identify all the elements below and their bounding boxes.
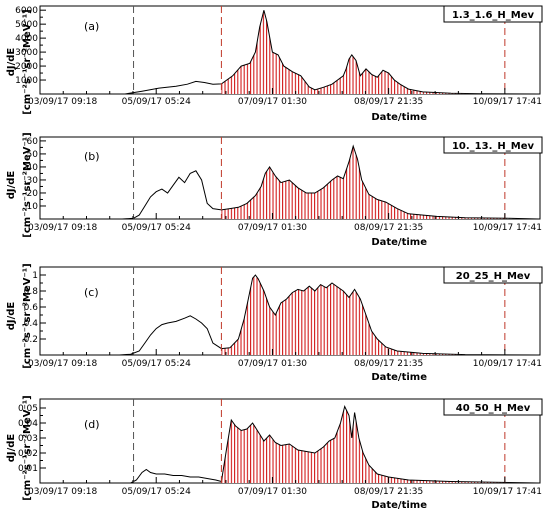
panel-d-ytick-label-2: 0.02: [18, 449, 38, 459]
panel-a-ytick-label-6: 6000: [15, 6, 38, 16]
panel-b-yunit: [cm⁻²s⁻¹sr⁻²MeV⁻¹]: [22, 132, 33, 237]
panel-b: dJ/dE [cm⁻²s⁻¹sr⁻²MeV⁻¹] 10 20 30 40 50 60 03/…: [6, 132, 543, 248]
panel-c-xtick-label-1: 03/09/17 09:18: [28, 359, 97, 369]
panel-a: dJ/dE [cm⁻²s⁻¹sr⁻²MeV⁻¹] 1000 2000 3000 400…: [6, 5, 543, 123]
panel-d-xtick-label-2: 05/09/17 05:24: [122, 487, 191, 497]
panel-a-xtick-label-5: 10/09/17 17:41: [473, 97, 542, 107]
panel-a-title-box: [443, 5, 543, 23]
panel-a-plot: 1000 2000 3000 4000 5000 6000 03/09/17 09:18 05…: [15, 5, 542, 107]
panel-a-title: 1.3_1.6_H_Mev: [452, 10, 535, 21]
panel-d-title: 40_50_H_Mev: [456, 403, 531, 414]
panel-b-title: 10._13._H_Mev: [452, 141, 535, 152]
panel-d-ytick-label-5: 0.05: [18, 404, 38, 414]
panel-b-xtick-label-2: 05/09/17 05:24: [122, 223, 191, 233]
panel-d-series-line: [40, 405, 539, 483]
panel-a-ylabel: dJ/dE: [6, 48, 17, 77]
panel-c-ylabel: dJ/dE: [6, 302, 17, 331]
panel-a-hatched-area: [221, 10, 505, 94]
panel-a-xtick-label-1: 03/09/17 09:18: [28, 97, 97, 107]
panel-d-yunit: [cm⁻²s⁻¹sr⁻²MeV⁻¹]: [22, 395, 33, 500]
panel-b-ytick-label-4: 40: [27, 163, 39, 173]
panel-b-xtick-label-1: 03/09/17 09:18: [28, 223, 97, 233]
panel-b-xlabel: Date/time: [371, 237, 427, 248]
panel-d-xtick-label-4: 08/09/17 21:35: [354, 487, 423, 497]
panel-c-xtick-label-5: 10/09/17 17:41: [473, 359, 542, 369]
panel-d-title-box: [443, 398, 543, 416]
panel-d-xtick-label-1: 03/09/17 09:18: [28, 487, 97, 497]
panel-a-xtick-label-4: 08/09/17 21:35: [354, 97, 423, 107]
panel-d-ytick-label-4: 0.04: [18, 419, 38, 429]
panel-d-xtick-label-5: 10/09/17 17:41: [473, 487, 542, 497]
panel-c-ytick-label-3: 0.6: [24, 303, 39, 313]
panel-b-ytick-label-2: 20: [27, 189, 39, 199]
panel-d-ylabel: dJ/dE: [6, 434, 17, 463]
panel-d-letter: (d): [84, 418, 100, 431]
panel-d-xtick-label-3: 07/09/17 01:30: [238, 487, 307, 497]
panel-c-series-line: [40, 274, 539, 355]
panel-c-title-box: [443, 266, 543, 284]
panel-b-ytick-label-5: 50: [27, 150, 39, 160]
panel-a-ytick-label-1: 1000: [15, 76, 38, 86]
panel-a-series-line: [40, 10, 539, 94]
panel-b-series-line: [40, 144, 539, 219]
panel-c-ytick-label-5: 1: [32, 271, 38, 281]
panel-b-title-box: [443, 136, 543, 154]
panel-b-ytick-label-1: 10: [27, 202, 39, 212]
panel-b-xtick-label-5: 10/09/17 17:41: [473, 223, 542, 233]
panel-b-letter: (b): [84, 150, 100, 163]
panel-c-ytick-label-2: 0.4: [24, 319, 39, 329]
panel-a-ytick-label-2: 2000: [15, 62, 38, 72]
panel-b-xtick-label-4: 08/09/17 21:35: [354, 223, 423, 233]
panel-a-yunit: [cm⁻²s⁻¹sr⁻²MeV⁻¹]: [22, 9, 33, 114]
panel-d-ytick-label-3: 0.03: [18, 434, 38, 444]
panel-a-xlabel: Date/time: [371, 112, 427, 123]
panel-b-ylabel: dJ/dE: [6, 171, 17, 200]
panel-d-xlabel: Date/time: [371, 500, 427, 511]
panel-a-ytick-label-5: 5000: [15, 20, 38, 30]
panel-a-ytick-label-3: 3000: [15, 48, 38, 58]
panel-d-hatched-area: [221, 406, 505, 483]
panel-c-xlabel: Date/time: [371, 372, 427, 383]
panel-c-ytick-label-1: 0.2: [24, 335, 38, 345]
panel-c-letter: (c): [84, 286, 99, 299]
panel-a-ytick-label-4: 4000: [15, 34, 38, 44]
panel-b-xtick-label-3: 07/09/17 01:30: [238, 223, 307, 233]
panel-b-ytick-label-6: 60: [27, 137, 39, 147]
panel-a-xtick-label-2: 05/09/17 05:24: [122, 97, 191, 107]
panel-c-yunit: [cm⁻²s⁻¹sr⁻²MeV⁻¹]: [22, 263, 33, 368]
panel-c: dJ/dE [cm⁻²s⁻¹sr⁻²MeV⁻¹] 0.2 0.4 0.6 0.8 1 03…: [6, 263, 543, 383]
panel-c-ytick-label-4: 0.8: [24, 287, 39, 297]
panel-c-xtick-label-2: 05/09/17 05:24: [122, 359, 191, 369]
panel-d-ytick-label-1: 0.01: [18, 464, 38, 474]
panel-d: dJ/dE [cm⁻²s⁻¹sr⁻²MeV⁻¹] 0.01 0.02 0.03 0.0…: [6, 395, 543, 511]
panel-c-hatched-area: [221, 275, 505, 355]
panel-b-hatched-area: [221, 146, 505, 219]
panel-c-xtick-label-4: 08/09/17 21:35: [354, 359, 423, 369]
panel-c-xtick-label-3: 07/09/17 01:30: [238, 359, 307, 369]
panel-c-title: 20_25_H_Mev: [456, 271, 531, 282]
panel-b-ytick-label-3: 30: [27, 176, 39, 186]
panel-a-xtick-label-3: 07/09/17 01:30: [238, 97, 307, 107]
panel-a-letter: (a): [84, 20, 99, 33]
